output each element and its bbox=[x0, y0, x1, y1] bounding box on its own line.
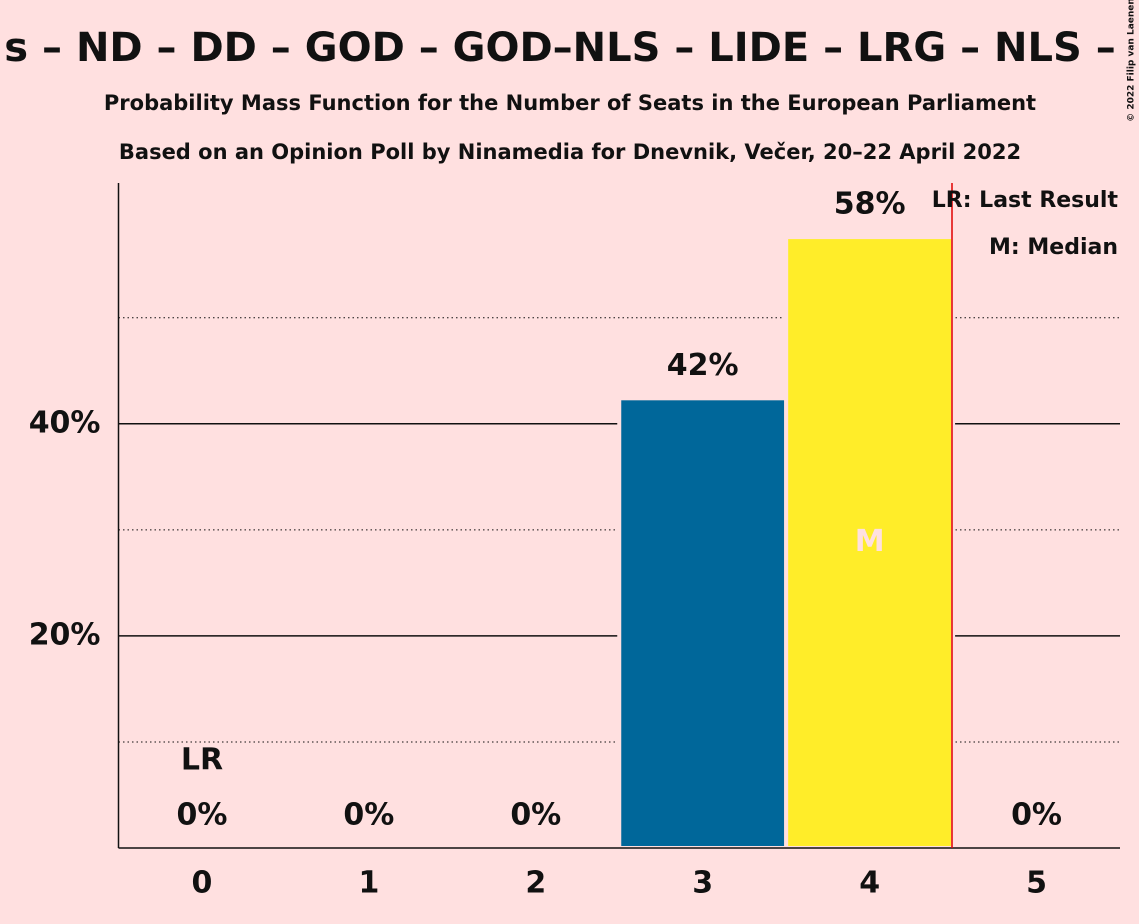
x-tick-label: 2 bbox=[525, 866, 546, 901]
legend-entry: LR: Last Result bbox=[932, 188, 1119, 213]
plot: 20%40%00%10%20%342%458%50%LRM bbox=[29, 183, 1120, 901]
y-tick-label: 20% bbox=[29, 617, 101, 652]
value-label: 0% bbox=[343, 798, 394, 833]
value-label: 0% bbox=[510, 798, 561, 833]
chart-subtitle: Based on an Opinion Poll by Ninamedia fo… bbox=[119, 140, 1021, 164]
value-label: 58% bbox=[834, 187, 906, 222]
value-label: 0% bbox=[1011, 798, 1062, 833]
x-tick-label: 5 bbox=[1026, 866, 1047, 901]
legend-entry: M: Median bbox=[989, 235, 1118, 260]
annotation: M bbox=[855, 524, 885, 559]
x-tick-label: 3 bbox=[692, 866, 713, 901]
chart-subtitle: Probability Mass Function for the Number… bbox=[104, 91, 1036, 115]
x-tick-label: 1 bbox=[358, 866, 379, 901]
chart-title: s – ND – DD – GOD – GOD–NLS – LIDE – LRG… bbox=[4, 25, 1115, 71]
annotation: LR bbox=[181, 743, 223, 778]
x-tick-label: 0 bbox=[192, 866, 213, 901]
copyright: © 2022 Filip van Laenen bbox=[1127, 0, 1137, 122]
value-label: 0% bbox=[176, 798, 227, 833]
x-tick-label: 4 bbox=[859, 866, 880, 901]
value-label: 42% bbox=[667, 348, 739, 383]
bar bbox=[617, 396, 789, 850]
y-tick-label: 40% bbox=[29, 405, 101, 440]
